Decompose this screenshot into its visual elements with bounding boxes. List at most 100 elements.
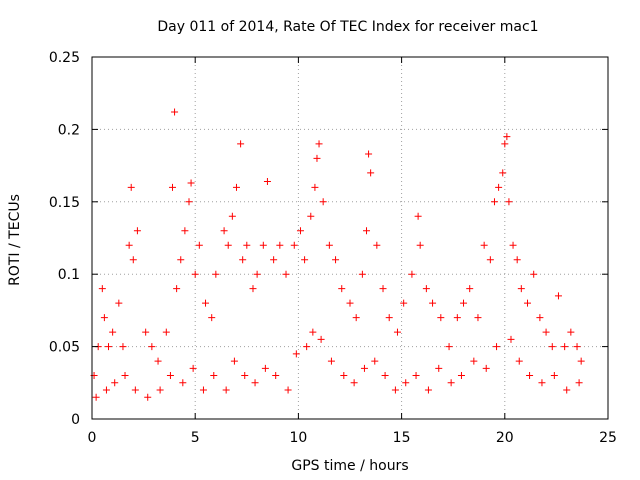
axis-ticks — [91, 56, 609, 420]
data-point-marker — [346, 299, 354, 307]
data-point-marker — [208, 314, 216, 322]
data-point-marker — [177, 256, 185, 264]
data-point-marker — [92, 393, 100, 401]
data-point-marker — [550, 372, 558, 380]
data-point-marker — [243, 241, 251, 249]
data-point-marker — [129, 256, 137, 264]
data-point-marker — [166, 372, 174, 380]
data-point-marker — [358, 270, 366, 278]
data-point-marker — [222, 386, 230, 394]
data-point-marker — [470, 357, 478, 365]
data-point-marker — [412, 372, 420, 380]
data-point-marker — [270, 256, 278, 264]
y-tick-label: 0 — [71, 412, 80, 428]
data-point-marker — [133, 227, 141, 235]
data-point-marker — [296, 227, 304, 235]
data-point-marker — [486, 256, 494, 264]
data-point-marker — [168, 183, 176, 191]
data-point-marker — [495, 183, 503, 191]
data-point-marker — [352, 314, 360, 322]
data-point-marker — [237, 140, 245, 148]
data-point-marker — [381, 372, 389, 380]
data-point-marker — [142, 328, 150, 336]
data-point-marker — [199, 386, 207, 394]
data-point-marker — [480, 241, 488, 249]
data-point-marker — [435, 364, 443, 372]
data-point-marker — [526, 372, 534, 380]
data-point-marker — [224, 241, 232, 249]
data-point-marker — [109, 328, 117, 336]
data-point-marker — [179, 379, 187, 387]
data-point-marker — [365, 150, 373, 158]
data-point-marker — [230, 357, 238, 365]
data-point-marker — [429, 299, 437, 307]
data-point-marker — [503, 133, 511, 141]
x-axis-label: GPS time / hours — [291, 458, 408, 474]
data-point-marker — [400, 299, 408, 307]
data-point-marker — [202, 299, 210, 307]
y-tick-label: 0.15 — [49, 195, 80, 211]
data-point-marker — [509, 241, 517, 249]
data-point-marker — [154, 357, 162, 365]
data-point-marker — [447, 379, 455, 387]
data-point-marker — [292, 350, 300, 358]
data-point-marker — [282, 270, 290, 278]
plot-frame — [91, 56, 609, 420]
data-point-marker — [185, 198, 193, 206]
data-point-marker — [121, 372, 129, 380]
data-point-marker — [402, 379, 410, 387]
data-point-marker — [290, 241, 298, 249]
data-point-marker — [232, 183, 240, 191]
data-points — [90, 108, 585, 401]
x-tick-label: 15 — [393, 430, 411, 446]
data-point-marker — [482, 364, 490, 372]
data-point-marker — [125, 241, 133, 249]
data-point-marker — [162, 328, 170, 336]
y-tick-label: 0.25 — [49, 50, 80, 66]
data-point-marker — [148, 343, 156, 351]
data-point-marker — [350, 379, 358, 387]
data-point-marker — [513, 256, 521, 264]
data-point-marker — [228, 212, 236, 220]
data-point-marker — [554, 292, 562, 300]
data-point-marker — [507, 335, 515, 343]
data-point-marker — [493, 343, 501, 351]
data-point-marker — [307, 212, 315, 220]
data-point-marker — [249, 285, 257, 293]
data-point-marker — [385, 314, 393, 322]
data-point-marker — [424, 386, 432, 394]
data-point-marker — [102, 386, 110, 394]
data-point-marker — [100, 314, 108, 322]
data-point-marker — [457, 372, 465, 380]
data-point-marker — [393, 328, 401, 336]
data-point-marker — [241, 372, 249, 380]
data-point-marker — [319, 198, 327, 206]
data-point-marker — [303, 343, 311, 351]
data-point-marker — [542, 328, 550, 336]
data-point-marker — [548, 343, 556, 351]
data-point-marker — [445, 343, 453, 351]
data-point-marker — [530, 270, 538, 278]
chart-title: Day 011 of 2014, Rate Of TEC Index for r… — [157, 19, 538, 35]
data-point-marker — [210, 372, 218, 380]
data-point-marker — [573, 343, 581, 351]
data-point-marker — [414, 212, 422, 220]
data-point-marker — [575, 379, 583, 387]
data-point-marker — [340, 372, 348, 380]
data-point-marker — [332, 256, 340, 264]
data-point-marker — [263, 178, 271, 186]
data-point-marker — [422, 285, 430, 293]
data-point-marker — [261, 364, 269, 372]
data-point-marker — [173, 285, 181, 293]
y-tick-label: 0.05 — [49, 340, 80, 356]
data-point-marker — [373, 241, 381, 249]
data-point-marker — [251, 379, 259, 387]
data-point-marker — [171, 108, 179, 116]
data-point-marker — [416, 241, 424, 249]
x-tick-label: 5 — [191, 430, 200, 446]
grid-lines — [92, 57, 608, 419]
y-tick-label: 0.1 — [58, 267, 80, 283]
x-tick-label: 0 — [88, 430, 97, 446]
data-point-marker — [379, 285, 387, 293]
